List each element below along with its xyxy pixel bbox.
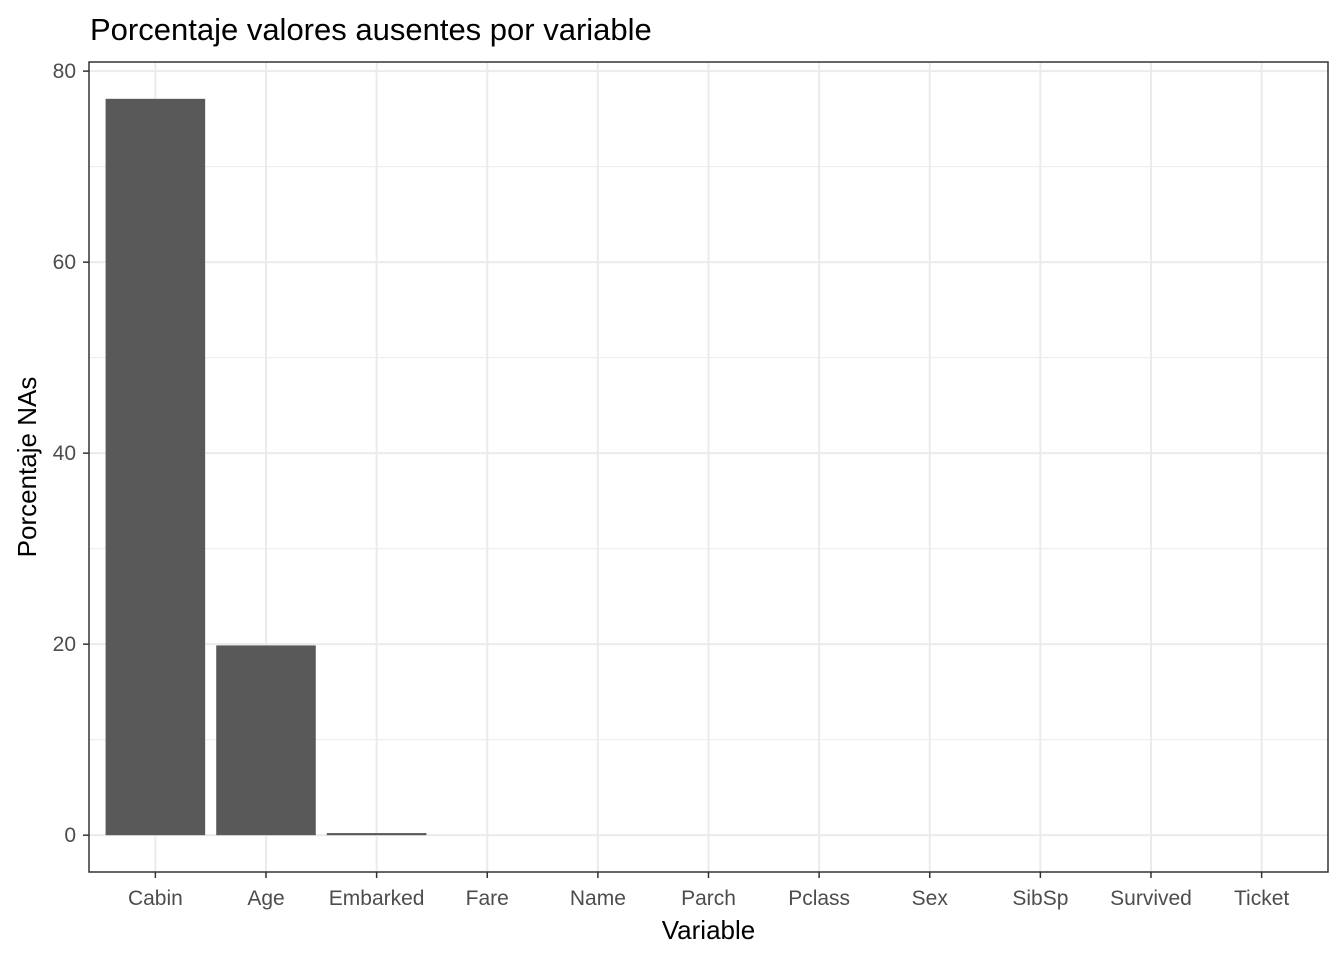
x-axis-ticks: Cabin Age Embarked Fare Name Parch Pclass Sex Si…	[128, 872, 1289, 910]
x-tick-label: Age	[247, 887, 284, 910]
y-tick-label: 60	[53, 251, 76, 274]
major-gridlines	[89, 62, 1328, 872]
y-tick-label: 0	[64, 824, 76, 847]
y-tick-label: 80	[53, 60, 76, 83]
bar-age	[216, 645, 316, 836]
chart-title: Porcentaje valores ausentes por variable	[90, 12, 652, 47]
x-tick-label: Pclass	[788, 887, 850, 910]
y-axis-ticks: 0 20 40 60 80	[53, 60, 89, 847]
x-tick-label: Survived	[1110, 887, 1192, 910]
y-tick-label: 20	[53, 633, 76, 656]
x-tick-label: Cabin	[128, 887, 183, 910]
bars	[105, 98, 427, 836]
y-axis-title: Porcentaje NAs	[12, 377, 42, 558]
x-tick-label: Sex	[912, 887, 949, 910]
y-tick-label: 40	[53, 442, 76, 465]
x-tick-label: Embarked	[329, 887, 425, 910]
x-axis-title: Variable	[662, 915, 755, 945]
bar-cabin	[105, 98, 206, 836]
x-tick-label: SibSp	[1012, 887, 1068, 910]
x-tick-label: Name	[570, 887, 626, 910]
x-tick-label: Fare	[466, 887, 509, 910]
bar-embarked	[326, 833, 427, 836]
x-tick-label: Parch	[681, 887, 736, 910]
x-tick-label: Ticket	[1234, 887, 1289, 910]
